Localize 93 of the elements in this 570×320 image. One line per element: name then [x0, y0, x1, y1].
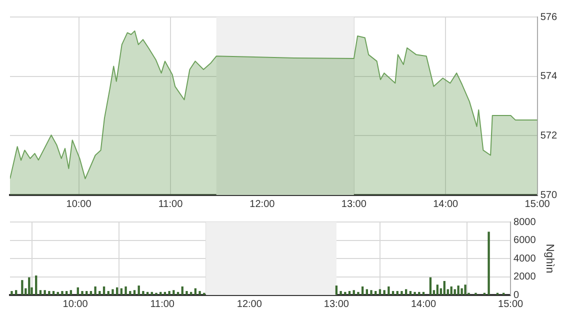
bar [454, 289, 456, 295]
bar [168, 291, 170, 295]
y-axis-title: Nghìn [543, 244, 556, 274]
bar [138, 286, 140, 295]
y-tick-label: 6000 [514, 235, 536, 246]
x-tick-label: 14:00 [433, 198, 459, 210]
bar [107, 291, 110, 295]
bar [129, 291, 132, 295]
bar [488, 232, 490, 295]
bar [374, 291, 377, 295]
bar [400, 291, 403, 295]
bar [102, 286, 106, 295]
bar [52, 291, 55, 295]
bar [443, 280, 446, 295]
y-tick-label: 576 [540, 12, 558, 23]
bar [94, 286, 96, 295]
bar [392, 291, 394, 295]
bar [457, 286, 460, 295]
bar [70, 290, 72, 295]
bar [35, 276, 38, 295]
bar [370, 290, 372, 295]
bar [388, 286, 390, 295]
x-tick-label: 15:00 [524, 198, 550, 210]
y-tick-label: 0 [514, 290, 520, 301]
bar [429, 277, 432, 295]
bar [120, 288, 123, 295]
bar [66, 291, 68, 295]
bar [76, 287, 79, 295]
x-tick-label: 13:00 [324, 298, 350, 310]
x-tick-label: 11:00 [150, 298, 175, 310]
bar [61, 291, 64, 295]
y-tick-label: 570 [540, 190, 558, 201]
bar [414, 292, 416, 295]
bar [164, 292, 166, 295]
bar [348, 291, 351, 295]
bar [378, 289, 382, 295]
bar [460, 288, 463, 295]
bar [340, 291, 342, 295]
bar [56, 292, 59, 295]
x-tick-label: 11:00 [158, 198, 184, 210]
bar [116, 287, 118, 295]
bar [344, 292, 346, 295]
bar [160, 292, 162, 295]
y-tick-label: 574 [540, 71, 558, 82]
bar [396, 291, 398, 295]
bar [450, 286, 452, 295]
bar [194, 288, 197, 295]
y-tick-label: 8000 [514, 216, 536, 228]
bar [190, 292, 192, 295]
bar [172, 290, 175, 295]
bar [361, 286, 364, 295]
bar [357, 292, 360, 295]
x-tick-label: 13:00 [341, 198, 367, 210]
bar [48, 291, 50, 295]
bar [133, 290, 136, 295]
bar [150, 292, 153, 295]
x-tick-label: 10:00 [62, 298, 88, 310]
bar [335, 286, 338, 295]
bar [436, 284, 439, 295]
bar [10, 291, 13, 295]
bar [383, 290, 386, 295]
bar [198, 291, 201, 295]
y-tick-label: 2000 [514, 272, 536, 282]
bar [186, 291, 188, 295]
bar [21, 280, 24, 295]
y-tick-label: 572 [540, 130, 558, 142]
bar [44, 290, 46, 295]
bar [39, 290, 42, 295]
bar [464, 284, 466, 295]
bar [112, 289, 114, 295]
bar [142, 291, 144, 295]
x-tick-label: 15:00 [498, 298, 524, 310]
x-tick-label: 10:00 [66, 198, 92, 210]
bar [405, 289, 408, 295]
x-tick-label: 14:00 [410, 298, 436, 310]
bar [409, 291, 412, 295]
y-tick-label: 4000 [514, 253, 536, 264]
bar [352, 290, 355, 295]
bar [98, 291, 101, 295]
bar [81, 291, 84, 295]
bar [124, 286, 127, 295]
bar [176, 292, 180, 295]
bar [86, 291, 88, 295]
bar [181, 286, 184, 295]
bar [366, 289, 368, 295]
bar [15, 290, 18, 295]
bar [146, 292, 149, 295]
bar [90, 291, 92, 295]
bar [28, 277, 30, 295]
bar [422, 292, 425, 295]
x-tick-label: 12:00 [236, 298, 262, 310]
x-tick-label: 12:00 [250, 198, 276, 210]
bar [418, 292, 420, 295]
